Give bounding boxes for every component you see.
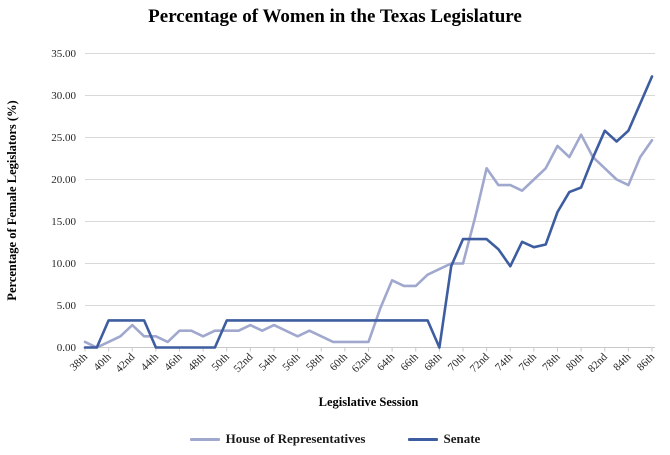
x-tick-label: 54th <box>257 351 280 374</box>
x-tick-label: 60th <box>328 351 351 374</box>
y-axis-title: Percentage of Female Legislators (%) <box>5 100 19 300</box>
x-tick-label: 58th <box>304 351 327 374</box>
x-tick-label: 86th <box>635 351 658 374</box>
x-tick-label: 68th <box>422 351 445 374</box>
house-line-swatch <box>189 437 220 441</box>
x-tick-label: 72nd <box>468 351 492 375</box>
legend-item-house: House of Representatives <box>189 431 366 447</box>
y-tick-label: 20.00 <box>51 174 76 186</box>
x-tick-label: 38th <box>68 351 91 374</box>
legend-label-senate: Senate <box>443 431 481 446</box>
chart-legend: House of Representatives Senate <box>0 431 670 447</box>
x-tick-label: 56th <box>280 351 303 374</box>
x-tick-label: 62nd <box>350 351 374 375</box>
x-tick-label: 70th <box>446 351 469 374</box>
house-line <box>83 133 654 349</box>
y-tick-label: 5.00 <box>57 300 77 312</box>
x-tick-label: 66th <box>399 351 422 374</box>
x-tick-label: 48th <box>186 351 209 374</box>
y-tick-label: 0.00 <box>57 342 77 354</box>
senate-line-swatch <box>407 437 438 441</box>
x-tick-label: 84th <box>611 351 634 374</box>
x-tick-label: 74th <box>493 351 516 374</box>
legend-item-senate: Senate <box>407 431 481 447</box>
senate-line <box>83 75 654 349</box>
x-tick-label: 42nd <box>113 351 137 375</box>
x-tick-label: 44th <box>139 351 162 374</box>
x-tick-label: 40th <box>91 351 114 374</box>
x-tick-label: 46th <box>162 351 185 374</box>
y-tick-label: 35.00 <box>51 48 76 60</box>
legend-label-house: House of Representatives <box>225 431 366 446</box>
x-tick-label: 82nd <box>586 351 610 375</box>
chart-title: Percentage of Women in the Texas Legisla… <box>148 6 522 27</box>
y-tick-label: 30.00 <box>51 90 76 102</box>
y-tick-label: 10.00 <box>51 258 76 270</box>
y-tick-label: 15.00 <box>51 216 76 228</box>
y-tick-label: 25.00 <box>51 132 76 144</box>
x-tick-label: 78th <box>540 351 563 374</box>
x-axis-title: Legislative Session <box>319 395 419 409</box>
x-tick-label: 76th <box>517 351 540 374</box>
x-tick-label: 50th <box>210 351 233 374</box>
x-tick-label: 64th <box>375 351 398 374</box>
x-tick-label: 52nd <box>231 351 255 375</box>
chart-canvas: 0.00 5.00 10.00 15.00 20.00 25.00 30.00 35.00 38… <box>5 48 658 409</box>
x-tick-label: 80th <box>564 351 587 374</box>
